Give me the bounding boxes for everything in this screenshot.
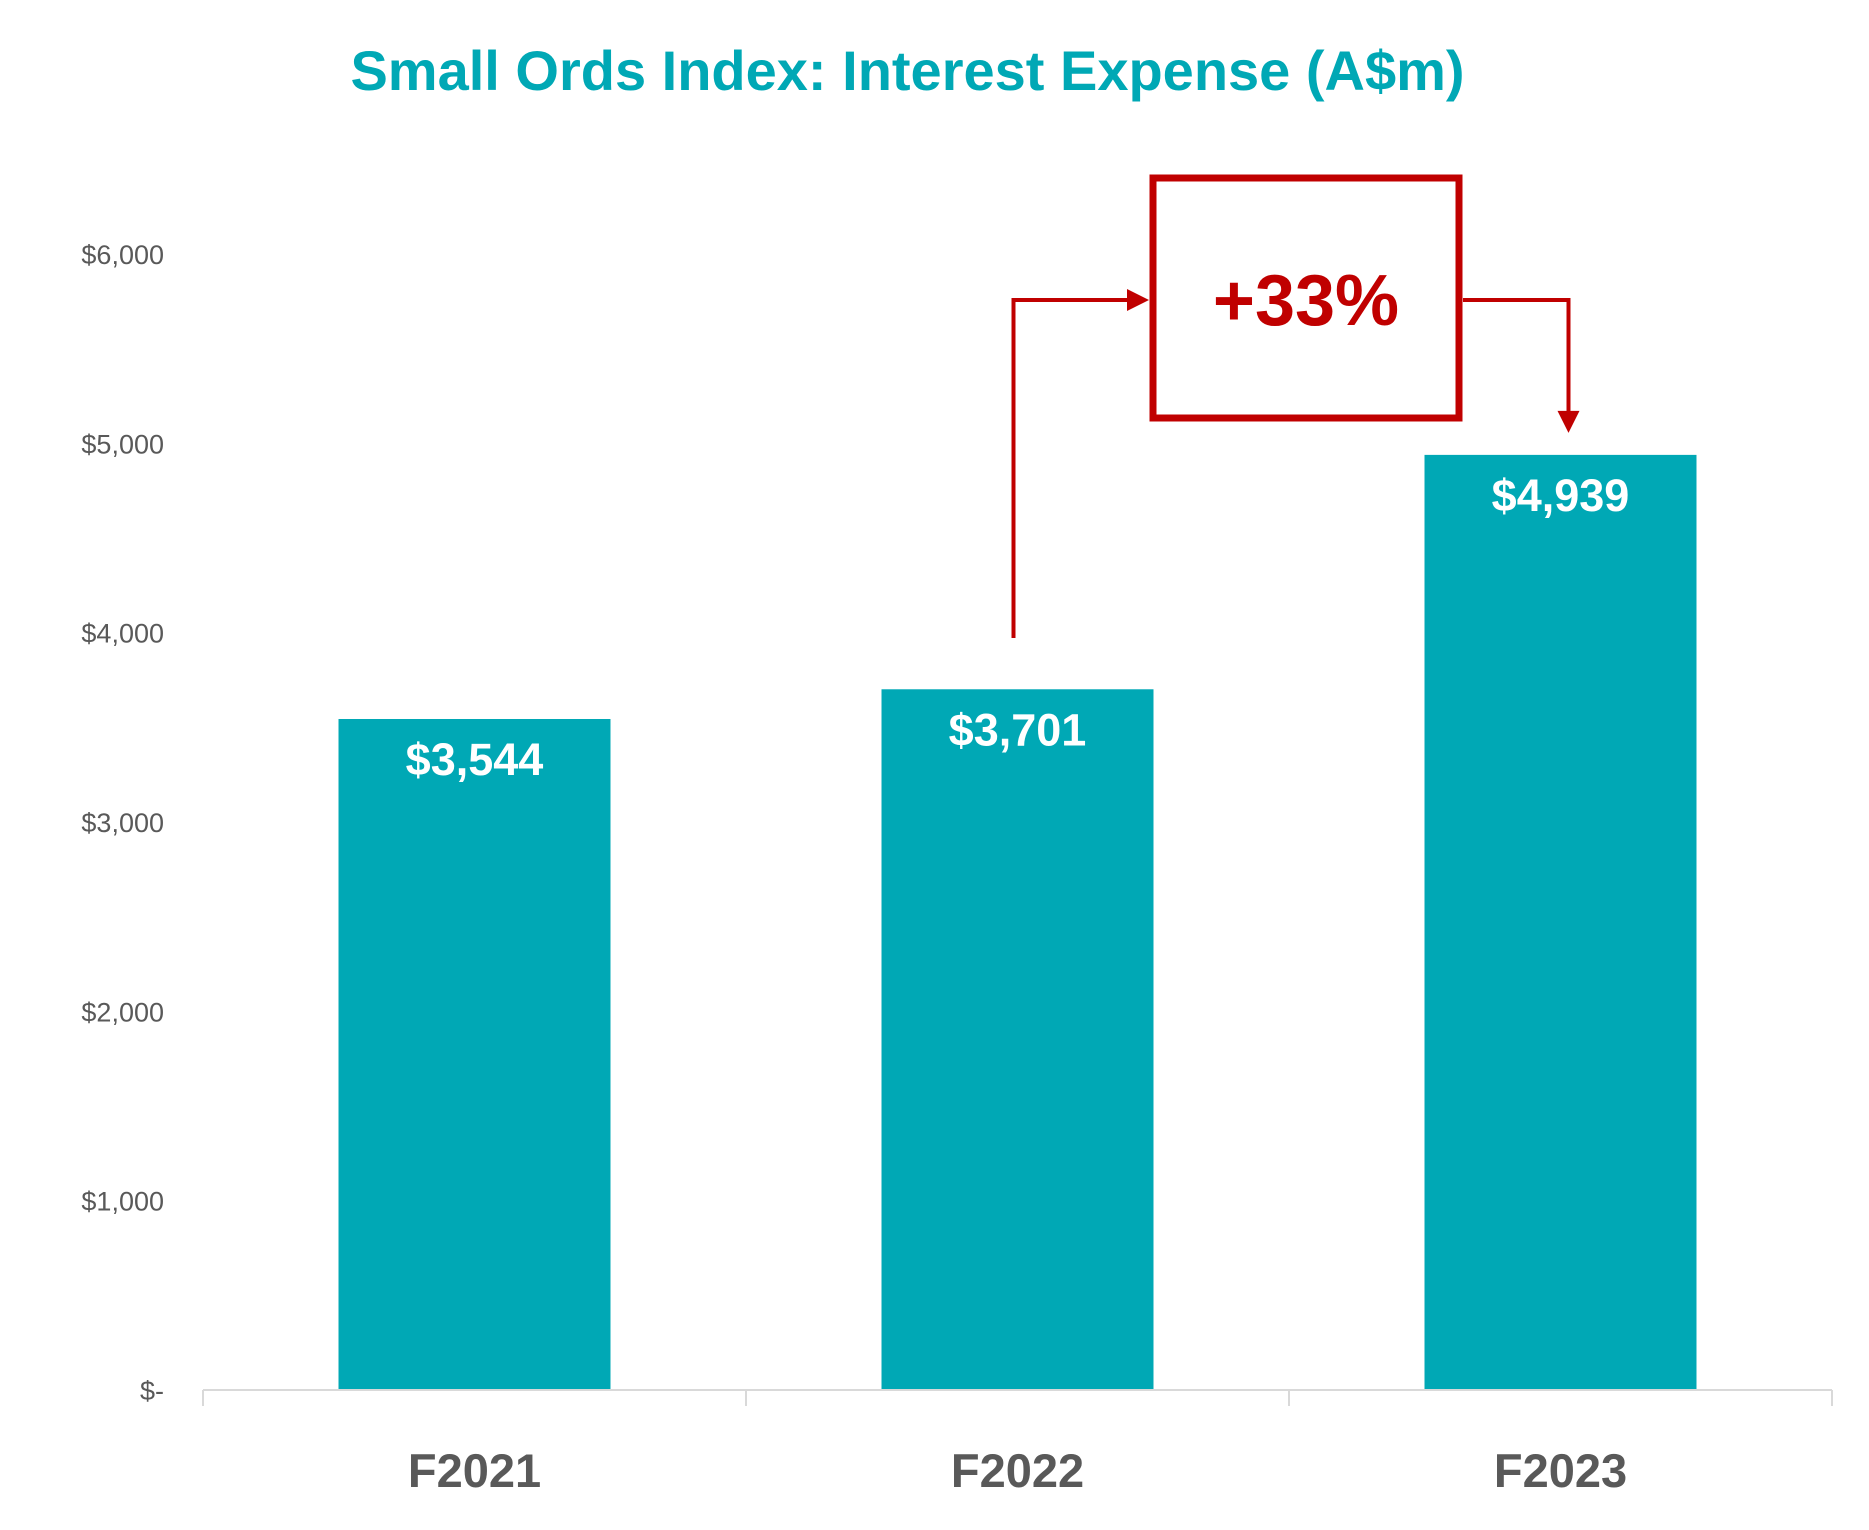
bar	[338, 719, 611, 1390]
y-tick-label: $5,000	[81, 429, 164, 459]
bars-group: $3,544 $3,701 $4,939	[338, 454, 1697, 1390]
arrowhead-right	[1127, 289, 1149, 311]
y-axis-ticks: $- $1,000 $2,000 $3,000 $4,000 $5,000 $6,000	[81, 240, 164, 1406]
bar-value-label: $3,701	[949, 704, 1087, 755]
arrowhead-down	[1557, 410, 1580, 433]
arrow-line-left	[1011, 298, 1131, 638]
y-tick-label: $2,000	[81, 997, 164, 1027]
arrow-line-right	[1463, 298, 1571, 413]
x-tick-label: F2022	[951, 1444, 1084, 1497]
y-tick-label: $-	[140, 1376, 164, 1406]
growth-percent-label: +33%	[1213, 261, 1399, 341]
chart-title: Small Ords Index: Interest Expense (A$m)	[350, 39, 1465, 102]
y-tick-label: $3,000	[81, 808, 164, 838]
bar-value-label: $3,544	[406, 734, 544, 785]
growth-annotation: +33%	[1011, 174, 1580, 638]
bar-value-label: $4,939	[1492, 470, 1630, 521]
x-tick-label: F2021	[408, 1444, 541, 1497]
y-tick-label: $4,000	[81, 619, 164, 649]
y-tick-label: $1,000	[81, 1187, 164, 1217]
bar	[881, 689, 1154, 1390]
y-tick-label: $6,000	[81, 240, 164, 270]
x-axis: F2021 F2022 F2023	[202, 1389, 1833, 1497]
x-tick-label: F2023	[1494, 1444, 1627, 1497]
callout-box	[1149, 174, 1463, 422]
bar	[1424, 454, 1697, 1390]
